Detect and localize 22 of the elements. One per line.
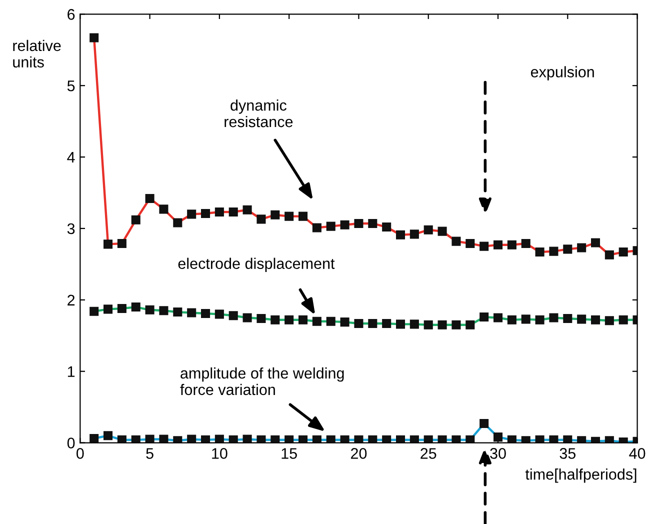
x-tick-label: 30	[490, 448, 506, 459]
y-tick-label: 2	[68, 294, 75, 306]
x-tick-label: 20	[350, 448, 367, 459]
x-tick-label: 10	[212, 448, 228, 459]
y-tick-label: 6	[68, 9, 75, 20]
x-tick-label: 0	[76, 448, 84, 459]
x-tick-label: 35	[560, 448, 576, 459]
x-tick-label: 5	[146, 448, 154, 459]
y-axis-title: relative units	[13, 40, 61, 68]
x-tick-label: 25	[420, 448, 436, 459]
x-axis-title: time[halfperiods]	[525, 468, 636, 483]
y-tick-label: 4	[67, 152, 75, 163]
y-tick-label: 1	[68, 366, 75, 377]
x-tick-label: 40	[629, 448, 646, 459]
x-tick-label: 15	[282, 448, 297, 459]
annotation: amplitude of the welding force variation	[180, 367, 344, 396]
annotation: expulsion	[530, 66, 594, 80]
y-tick-label: 0	[67, 438, 75, 448]
annotation: electrode displacement	[178, 258, 335, 272]
y-tick-label: 3	[67, 223, 75, 234]
annotation: dynamic resistance	[224, 100, 293, 128]
y-tick-label: 5	[67, 80, 75, 92]
